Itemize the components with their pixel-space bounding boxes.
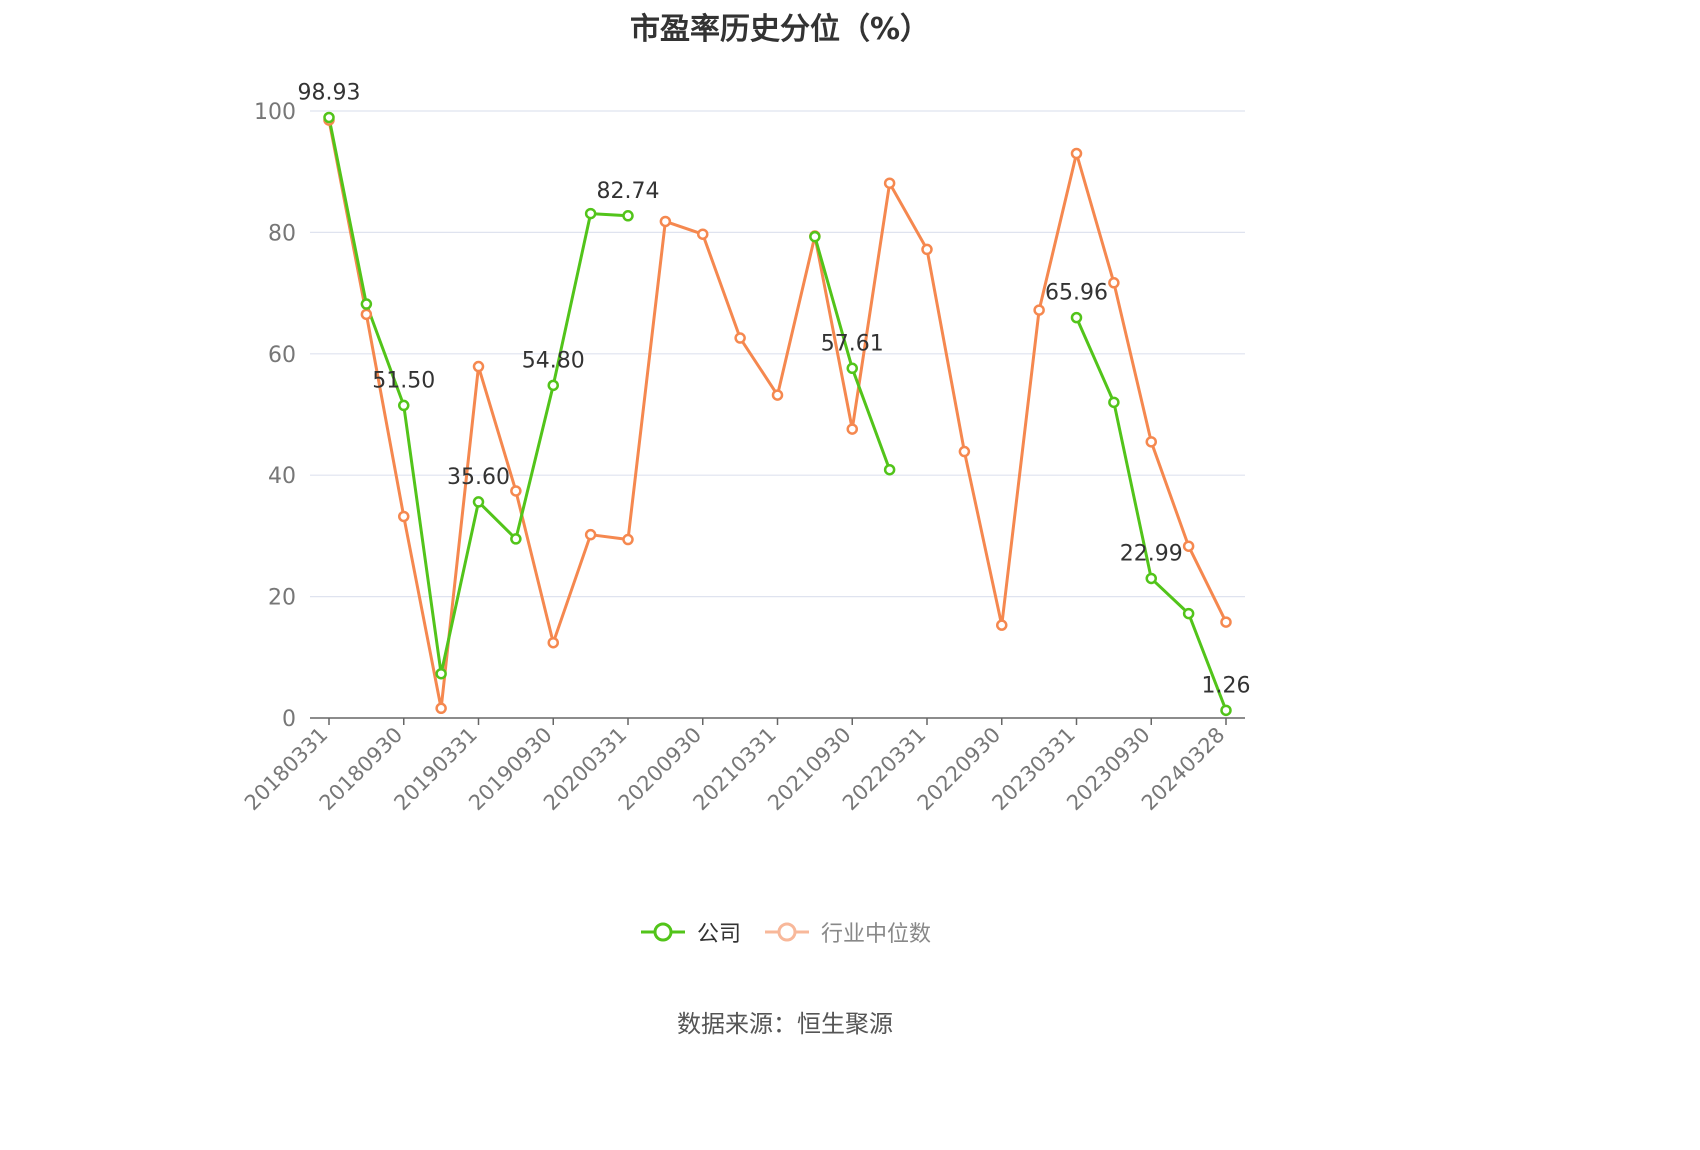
series-points: [323, 111, 1232, 717]
line-chart: 0 20 40 60 80 100 201803312018093020190331201…: [240, 80, 1251, 815]
industry-point[interactable]: [622, 533, 634, 546]
industry-point[interactable]: [547, 636, 559, 649]
industry-point[interactable]: [921, 243, 933, 256]
company-point[interactable]: [1145, 572, 1157, 585]
industry-point[interactable]: [883, 177, 896, 189]
company-point[interactable]: [510, 533, 522, 545]
series-lines: [327, 117, 1228, 711]
data-labels: 98.93 51.50 35.60 54.80 82.74 57.61 65.96 22.99…: [298, 80, 1251, 698]
data-label: 54.80: [522, 348, 585, 373]
industry-point[interactable]: [659, 215, 672, 228]
data-label: 51.50: [372, 368, 435, 393]
company-point[interactable]: [809, 230, 821, 243]
data-label: 65.96: [1045, 281, 1108, 306]
company-point[interactable]: [547, 379, 559, 392]
data-label: 98.93: [298, 80, 361, 105]
company-point[interactable]: [472, 496, 485, 508]
industry-point[interactable]: [958, 445, 971, 458]
data-label: 22.99: [1120, 541, 1183, 566]
y-tick-label: 80: [268, 221, 296, 246]
x-axis: 2018033120180930201903312019093020200331…: [240, 717, 1245, 815]
industry-point[interactable]: [360, 308, 373, 321]
data-label: 1.26: [1202, 673, 1251, 698]
industry-point[interactable]: [996, 619, 1008, 631]
industry-point[interactable]: [584, 528, 597, 541]
data-label: 35.60: [447, 465, 510, 490]
y-tick-label: 40: [268, 464, 296, 489]
company-line: [1075, 317, 1228, 711]
y-tick-label: 0: [282, 707, 296, 732]
legend-label-industry: 行业中位数: [821, 922, 932, 947]
data-source: 数据来源：恒生聚源: [677, 1010, 893, 1038]
company-point[interactable]: [1070, 311, 1083, 324]
industry-point[interactable]: [1108, 277, 1120, 289]
y-tick-label: 100: [254, 100, 296, 125]
legend-label-company: 公司: [696, 922, 741, 947]
legend-swatch-industry-icon: [765, 922, 809, 942]
industry-point[interactable]: [734, 332, 746, 344]
legend-item-company[interactable]: 公司: [639, 916, 741, 948]
industry-point[interactable]: [435, 702, 447, 715]
industry-point[interactable]: [510, 485, 522, 497]
industry-point[interactable]: [1145, 436, 1157, 448]
industry-point[interactable]: [697, 228, 709, 240]
data-label: 57.61: [821, 331, 884, 356]
industry-point[interactable]: [1182, 540, 1195, 552]
grid-lines: [310, 110, 1245, 598]
y-axis: 0 20 40 60 80 100: [254, 100, 296, 732]
industry-point[interactable]: [1070, 147, 1083, 160]
company-point[interactable]: [622, 210, 634, 222]
company-line: [327, 117, 629, 676]
company-point[interactable]: [883, 463, 896, 476]
industry-point[interactable]: [771, 389, 784, 401]
company-point[interactable]: [1108, 396, 1120, 409]
legend-item-industry[interactable]: 行业中位数: [763, 916, 931, 948]
industry-line: [327, 119, 1228, 710]
legend: 公司 行业中位数: [0, 916, 1570, 948]
chart-title: 市盈率历史分位（%）: [629, 12, 931, 47]
y-tick-label: 60: [268, 343, 296, 368]
industry-point[interactable]: [1033, 304, 1045, 316]
industry-point[interactable]: [1220, 616, 1232, 628]
company-point[interactable]: [323, 111, 335, 124]
industry-point[interactable]: [398, 510, 410, 523]
industry-point[interactable]: [472, 360, 485, 373]
company-point[interactable]: [846, 362, 858, 375]
company-point[interactable]: [435, 667, 447, 680]
legend-swatch-company-icon: [640, 922, 685, 942]
company-point[interactable]: [1220, 704, 1232, 717]
company-point[interactable]: [584, 207, 597, 220]
company-point[interactable]: [1182, 607, 1195, 620]
y-tick-label: 20: [268, 586, 296, 611]
company-point[interactable]: [360, 298, 373, 310]
data-label: 82.74: [597, 179, 660, 204]
company-point[interactable]: [398, 399, 410, 412]
industry-point[interactable]: [846, 423, 858, 435]
